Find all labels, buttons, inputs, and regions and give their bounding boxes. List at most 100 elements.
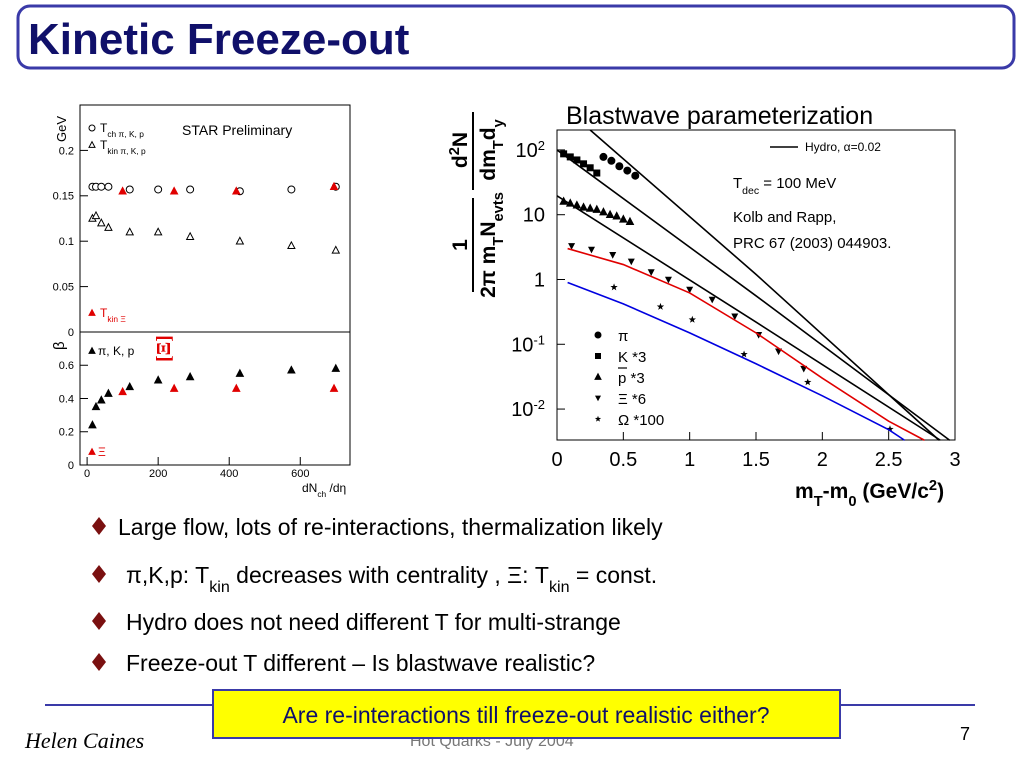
data-point <box>91 401 101 411</box>
text-part: Kolb and Rapp, <box>733 209 836 226</box>
text-part: Ω *100 <box>618 412 664 429</box>
tick-text: 10 <box>511 399 533 421</box>
legend-label: Tkin π, K, p <box>100 138 146 156</box>
tick-text: 10 <box>511 334 533 356</box>
y-tick-label: 10-1 <box>511 332 545 357</box>
subscript: kin π, K, p <box>107 146 146 156</box>
x-tick-label: 400 <box>220 468 238 480</box>
y-label-part: 2π mTNevts <box>477 192 507 298</box>
footer-author: Helen Caines <box>24 728 144 753</box>
bullet-text: Hydro does not need different T for mult… <box>126 609 621 635</box>
callout-text: Are re-interactions till freeze-out real… <box>282 702 769 728</box>
data-point <box>804 378 812 386</box>
legend-marker <box>594 415 602 422</box>
data-point <box>664 276 672 284</box>
subscript: T <box>814 494 823 510</box>
data-point <box>586 164 594 172</box>
legend-marker <box>88 124 96 132</box>
legend-label: p *3 <box>618 370 645 387</box>
slide-title: Kinetic Freeze-out <box>28 15 410 64</box>
tick-text: 0 <box>68 327 74 339</box>
data-point <box>154 185 163 194</box>
data-point <box>609 252 617 259</box>
data-point <box>619 214 628 223</box>
data-point <box>625 216 635 225</box>
subscript: evts <box>491 192 507 221</box>
data-point <box>731 313 739 321</box>
subscript: ch <box>317 489 326 499</box>
data-point <box>607 156 616 165</box>
tick-text: 0.6 <box>59 360 74 372</box>
legend-label: Ξ <box>98 445 106 459</box>
data-point <box>329 181 339 191</box>
data-point <box>91 210 101 220</box>
data-point <box>688 315 696 323</box>
data-point <box>656 302 665 310</box>
y-label-part: dmTdy <box>477 118 507 180</box>
bullet-diamond <box>92 612 106 630</box>
text-part: PRC 67 (2003) 044903. <box>733 235 891 252</box>
y-tick-label: 0.6 <box>59 360 74 372</box>
text-part: /dη <box>326 481 346 495</box>
legend-label: π, K, p <box>98 344 135 358</box>
subscript: kin <box>549 578 570 596</box>
subscript: y <box>491 118 507 127</box>
bullet-text: Freeze-out T different – Is blastwave re… <box>126 650 595 676</box>
legend-label: Tkin Ξ <box>100 306 126 324</box>
chart-annotation: Kolb and Rapp, <box>733 209 836 226</box>
text-part: π <box>618 328 628 345</box>
data-point <box>580 160 588 168</box>
legend-marker <box>595 353 601 359</box>
legend-label: Ξ *6 <box>618 391 646 408</box>
tick-text: 0 <box>68 460 74 472</box>
subscript: T <box>491 140 507 149</box>
text-part: = const. <box>570 562 658 588</box>
data-point <box>573 156 581 164</box>
text-part: Large flow, lots of re-interactions, the… <box>118 514 663 540</box>
text-part: π,K,p: T <box>126 562 209 588</box>
text-part: (GeV/c <box>857 480 930 503</box>
tick-text: 0.2 <box>59 145 74 157</box>
tick-text: 0.2 <box>59 427 74 439</box>
page-number: 7 <box>960 724 970 744</box>
y-tick-label: 0.05 <box>53 281 74 293</box>
y-tick-label: 0.2 <box>59 145 74 157</box>
data-point <box>612 211 622 220</box>
superscript: 2 <box>447 147 463 155</box>
bullet-text: π,K,p: Tkin decreases with centrality , … <box>126 562 657 596</box>
tick-text: 10 <box>523 205 545 227</box>
y-axis-label: β <box>51 341 68 350</box>
legend-marker <box>88 308 96 316</box>
text-part: p *3 <box>618 370 645 387</box>
data-point <box>231 186 241 195</box>
data-point <box>104 222 113 231</box>
data-point <box>287 185 296 194</box>
superscript: 2 <box>929 478 937 494</box>
x-tick-label: 2.5 <box>875 449 903 471</box>
text-part: = 100 MeV <box>759 175 836 192</box>
text-part: T <box>100 138 108 152</box>
data-point <box>585 203 595 212</box>
x-tick-label: 200 <box>149 468 167 480</box>
data-point <box>623 166 632 175</box>
text-part: T <box>100 121 108 135</box>
x-tick-label: 1 <box>684 449 695 471</box>
text-part: dN <box>302 481 317 495</box>
tick-text: 0.4 <box>59 393 74 405</box>
tick-text: 0.1 <box>59 236 74 248</box>
y-tick-label: 102 <box>516 137 545 162</box>
data-point <box>153 375 163 384</box>
x-tick-label: 0.5 <box>609 449 637 471</box>
legend-marker <box>88 140 96 148</box>
data-point <box>125 185 134 194</box>
plot-frame <box>556 129 956 441</box>
text-part: Hydro does not need different T for mult… <box>126 609 621 635</box>
data-point <box>235 368 245 377</box>
data-point <box>97 182 106 191</box>
data-point <box>579 202 588 211</box>
text-part: Hydro, α=0.02 <box>805 140 881 154</box>
data-point <box>615 162 624 171</box>
data-point <box>96 218 106 227</box>
